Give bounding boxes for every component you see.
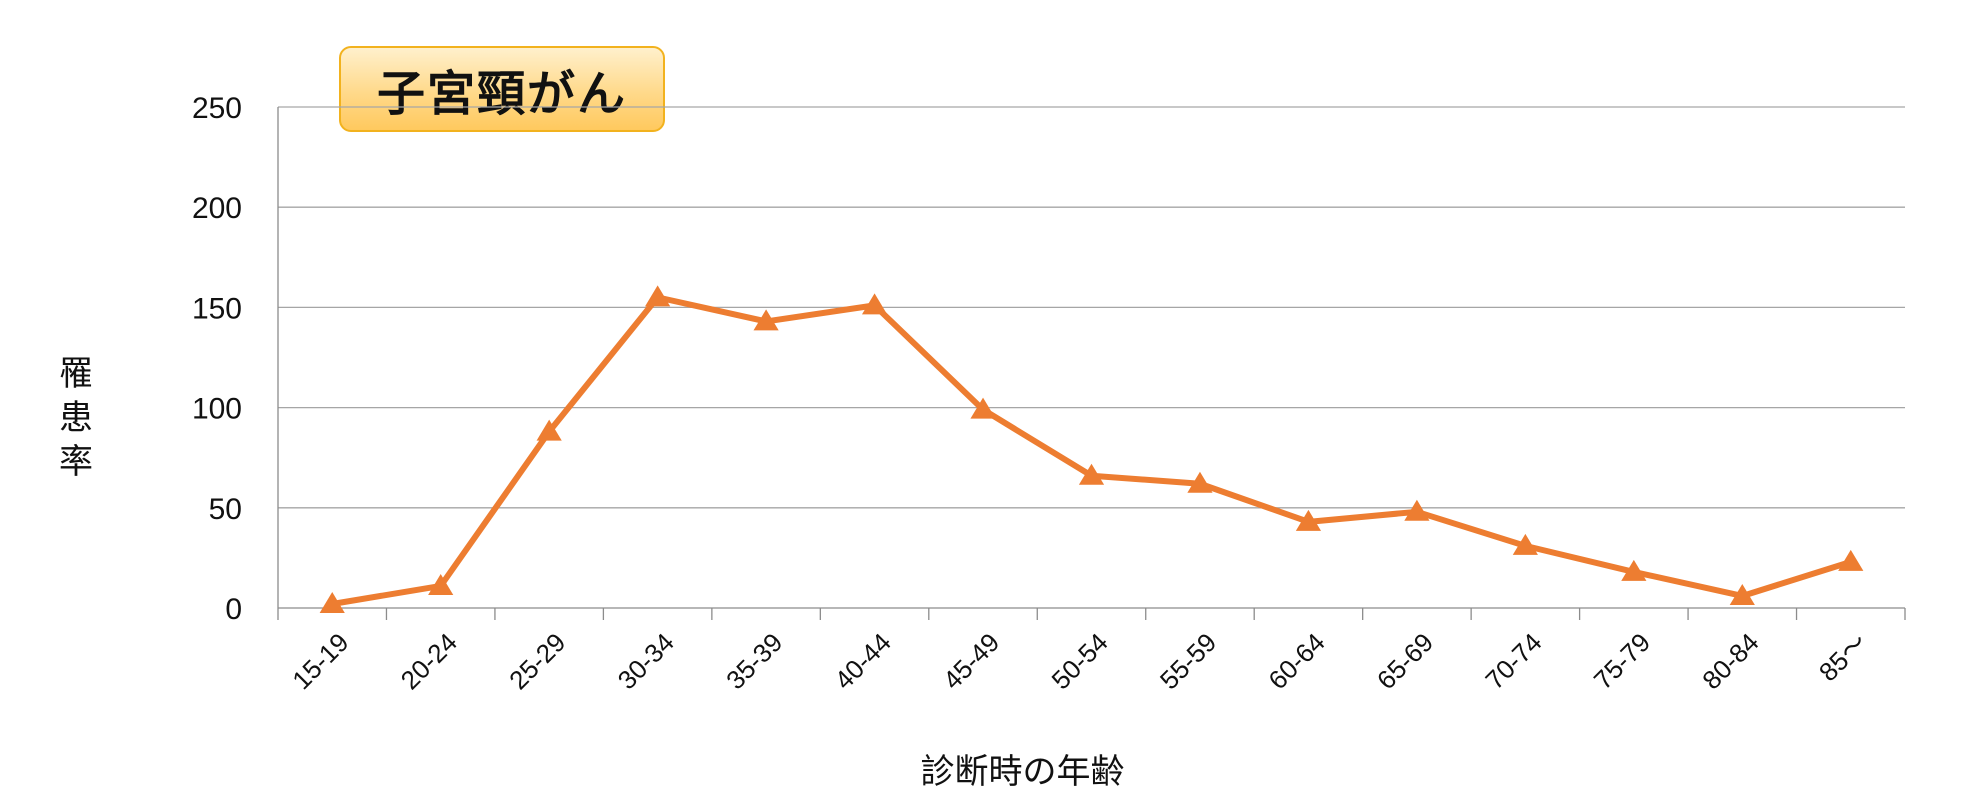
x-tick-label: 45-49: [937, 627, 1005, 695]
x-tick-label: 20-24: [395, 627, 463, 695]
y-axis-label-char: 罹: [59, 354, 93, 394]
x-tick-label: 15-19: [286, 627, 354, 695]
x-axis-label: 診断時の年齢: [920, 752, 1125, 792]
data-point-marker: [1404, 499, 1430, 521]
data-point-marker: [428, 573, 454, 595]
x-tick-label: 35-39: [720, 627, 788, 695]
series-line: [329, 294, 1854, 607]
axes: [277, 107, 1906, 620]
x-tick-labels: 15-19 20-24 25-29 30-34 35-39 40-44 45-49 50-54…: [286, 627, 1873, 695]
y-tick-labels: 0 50 100 150 200 250: [192, 92, 242, 626]
x-tick-label: 55-59: [1154, 627, 1222, 695]
data-point-marker: [1838, 549, 1864, 571]
y-axis-label-char: 患: [59, 398, 93, 438]
x-tick-label: 65-69: [1371, 627, 1439, 695]
y-tick-label: 250: [192, 92, 242, 125]
y-tick-label: 200: [192, 192, 242, 225]
y-tick-label: 50: [209, 493, 242, 526]
x-tick-label: 40-44: [829, 627, 897, 695]
x-tick-label: 85～: [1813, 627, 1873, 687]
data-point-marker: [753, 309, 779, 331]
chart-title: 子宮頸がん: [376, 66, 627, 122]
x-tick-label: 30-34: [612, 627, 680, 695]
data-point-marker: [319, 591, 345, 613]
y-tick-label: 100: [192, 393, 242, 426]
data-point-marker: [1621, 559, 1647, 581]
series-group: [319, 285, 1864, 613]
x-tick-label: 75-79: [1588, 627, 1656, 695]
x-tick-label: 25-29: [503, 627, 571, 695]
grid-lines: [278, 106, 1905, 509]
y-axis-label: 罹患率: [56, 352, 96, 484]
data-point-marker: [536, 419, 562, 441]
y-tick-label: 0: [225, 593, 242, 626]
data-point-marker: [1187, 471, 1213, 493]
chart-title-box: 子宮頸がん: [339, 46, 665, 132]
x-tick-label: 70-74: [1479, 627, 1547, 695]
data-point-marker: [970, 397, 996, 419]
data-point-marker: [1512, 533, 1538, 555]
x-tick-label: 50-54: [1046, 627, 1114, 695]
data-point-marker: [645, 285, 671, 307]
data-point-marker: [1295, 509, 1322, 531]
y-axis-label-char: 率: [59, 442, 93, 482]
x-tick-label: 80-84: [1696, 627, 1764, 695]
y-tick-label: 150: [192, 292, 242, 325]
data-point-marker: [1729, 583, 1755, 605]
data-point-marker: [1078, 463, 1105, 485]
data-point-marker: [861, 293, 888, 315]
x-tick-label: 60-64: [1262, 627, 1330, 695]
